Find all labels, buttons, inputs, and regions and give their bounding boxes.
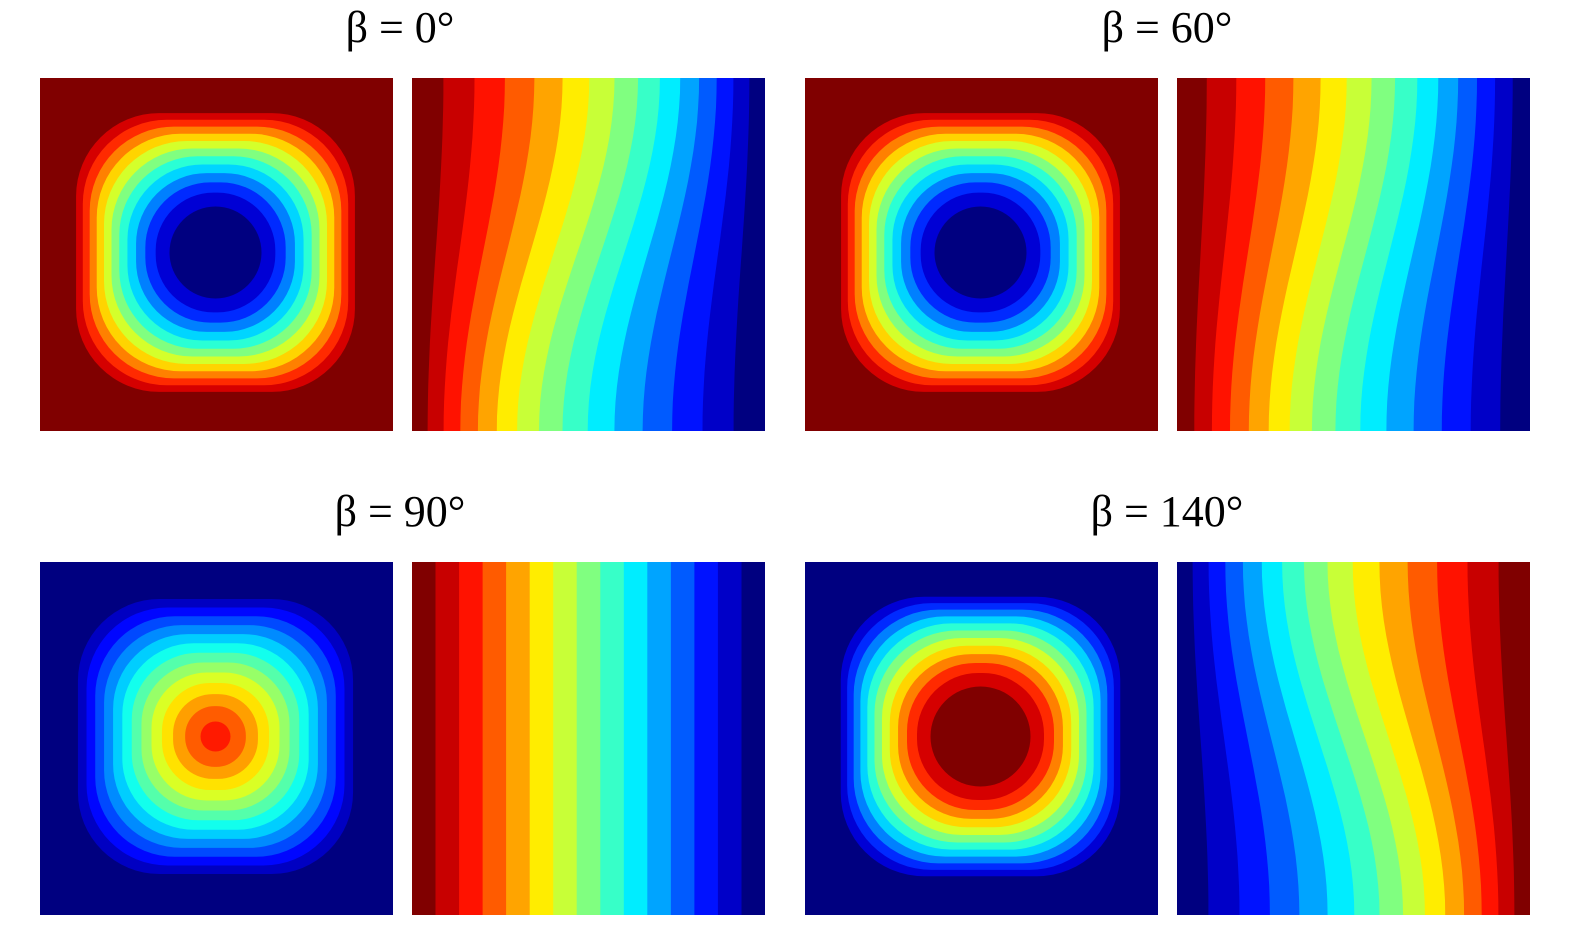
contour-band	[169, 206, 262, 299]
contour-band	[1261, 562, 1356, 915]
contour-band	[741, 562, 765, 915]
contour-band	[529, 562, 554, 915]
contour-band	[562, 78, 661, 431]
contour-band	[1208, 562, 1271, 915]
contour-band	[1177, 78, 1208, 431]
contour-band	[1360, 78, 1440, 431]
contour-band	[934, 206, 1027, 299]
contour-band	[1177, 562, 1210, 915]
contour-band	[587, 78, 681, 431]
panel-title: β = 90°	[335, 487, 466, 536]
contour-band	[506, 562, 531, 915]
contour-band	[482, 562, 507, 915]
panel-title: β = 60°	[1102, 3, 1233, 52]
contour-band	[672, 78, 735, 431]
contour-band	[553, 562, 578, 915]
contour-band	[1352, 562, 1446, 915]
contour-band	[1413, 78, 1478, 431]
contour-plot	[412, 78, 765, 431]
contour-band	[1303, 562, 1404, 915]
contour-band	[1268, 78, 1348, 431]
contour-band	[647, 562, 672, 915]
contour-band	[702, 78, 751, 431]
contour-plot	[40, 562, 393, 915]
contour-plot	[1177, 78, 1530, 431]
contour-band	[1437, 562, 1500, 915]
contour-band	[694, 562, 719, 915]
contour-band	[1225, 562, 1301, 915]
contour-band	[477, 78, 564, 431]
contour-band	[614, 78, 700, 431]
contour-band	[459, 562, 484, 915]
contour-band	[576, 562, 602, 915]
contour-plot	[412, 562, 765, 915]
contour-band	[1289, 78, 1373, 431]
contour-band	[623, 562, 649, 915]
contour-band	[1327, 562, 1426, 915]
contour-band	[642, 78, 718, 431]
contour-band	[1211, 78, 1266, 431]
contour-band	[1192, 562, 1241, 915]
panel-title: β = 140°	[1091, 487, 1244, 536]
contour-band	[1335, 78, 1419, 431]
contour-band	[427, 78, 476, 431]
contour-band	[412, 562, 437, 915]
contour-band	[1500, 78, 1530, 431]
contour-band	[717, 562, 743, 915]
contour-band	[435, 562, 460, 915]
contour-band	[1242, 562, 1329, 915]
contour-plot	[805, 562, 1158, 915]
contour-band	[1441, 78, 1496, 431]
contour-band	[670, 562, 696, 915]
contour-band	[200, 721, 231, 752]
contour-band	[1379, 562, 1465, 915]
panel-title: β = 0°	[346, 3, 455, 52]
contour-band	[460, 78, 536, 431]
contour-plot	[40, 78, 393, 431]
contour-band	[412, 78, 445, 431]
contour-band	[1467, 562, 1516, 915]
contour-plot	[805, 78, 1158, 431]
contour-band	[1407, 562, 1483, 915]
contour-band	[600, 562, 625, 915]
contour-band	[538, 78, 639, 431]
contour-plot	[1177, 562, 1530, 915]
contour-band	[1498, 562, 1530, 915]
contour-band	[1248, 78, 1322, 431]
contour-band	[443, 78, 506, 431]
contour-band	[930, 686, 1031, 787]
contour-band	[733, 78, 765, 431]
contour-band	[1386, 78, 1459, 431]
contour-band	[1311, 78, 1396, 431]
contour-band	[517, 78, 616, 431]
contour-band	[1282, 562, 1381, 915]
contour-band	[1230, 78, 1295, 431]
contour-band	[1194, 78, 1238, 431]
contour-band	[496, 78, 591, 431]
